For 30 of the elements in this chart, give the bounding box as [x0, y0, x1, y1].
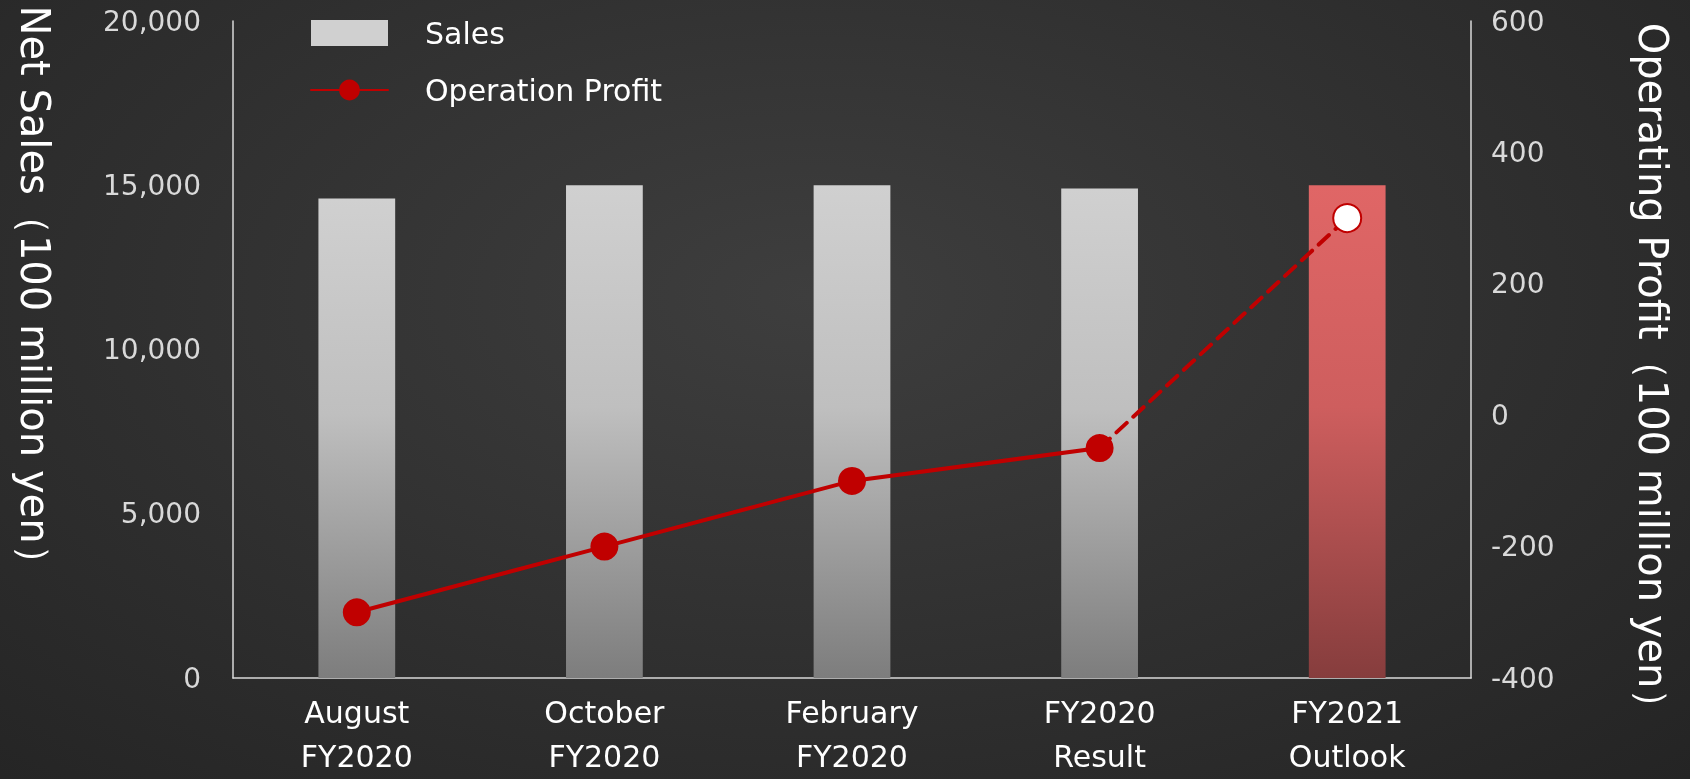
y2-tick-label: 0: [1491, 398, 1509, 432]
bar: [566, 185, 643, 678]
y-tick-label: 15,000: [103, 168, 201, 202]
y2-tick-label: 400: [1491, 135, 1545, 169]
y-axis-title: Net Sales（100 million yen）: [12, 5, 58, 584]
x-tick-label: February FY2020: [785, 694, 919, 774]
legend-label: Operation Profit: [425, 72, 663, 108]
point: [1332, 203, 1363, 234]
y-tick-label: 10,000: [103, 333, 201, 366]
x-tick-label: August FY2020: [300, 694, 413, 774]
x-tick-label: FY2020 Result: [1043, 694, 1156, 774]
y2-tick-label: 600: [1491, 4, 1545, 38]
x-tick-label: October FY2020: [544, 694, 666, 774]
y2-axis-title: Operating Profit（100 million yen）: [1630, 22, 1676, 729]
point: [590, 532, 619, 561]
y2-tick-label: 200: [1491, 267, 1545, 301]
point: [342, 598, 371, 627]
y-tick-label: 5,000: [120, 497, 201, 531]
point: [838, 466, 866, 495]
legend-label: Sales: [425, 15, 505, 51]
bar: [318, 198, 396, 678]
y2-tick-label: -400: [1491, 661, 1555, 695]
bar: [1308, 185, 1386, 678]
y-tick-label: 0: [183, 661, 201, 695]
bar: [1061, 188, 1138, 678]
y2-tick-label: -200: [1491, 530, 1555, 564]
y-tick-label: 20,000: [103, 4, 201, 38]
x-tick-label: FY2021 Outlook: [1288, 694, 1407, 774]
bar: [813, 185, 891, 678]
point: [1085, 434, 1114, 463]
